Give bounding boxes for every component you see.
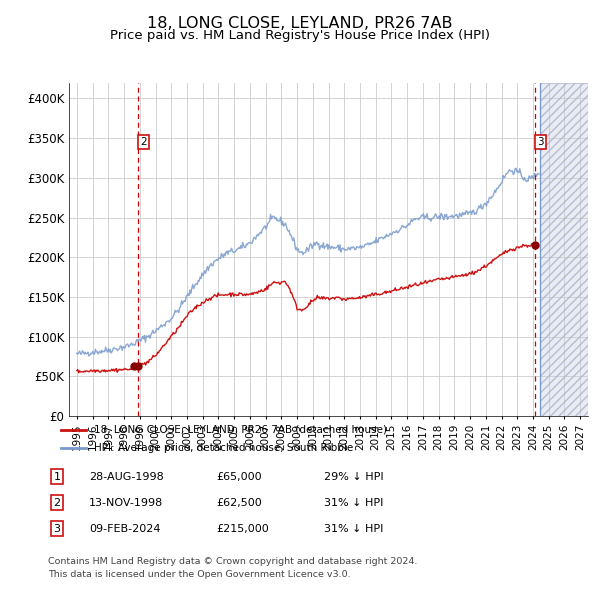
Text: 18, LONG CLOSE, LEYLAND, PR26 7AB (detached house): 18, LONG CLOSE, LEYLAND, PR26 7AB (detac… <box>94 425 386 435</box>
Text: Price paid vs. HM Land Registry's House Price Index (HPI): Price paid vs. HM Land Registry's House … <box>110 30 490 42</box>
Text: HPI: Average price, detached house, South Ribble: HPI: Average price, detached house, Sout… <box>94 443 353 453</box>
Text: £215,000: £215,000 <box>216 524 269 533</box>
Bar <box>539 83 588 416</box>
Text: £65,000: £65,000 <box>216 472 262 481</box>
Text: 2: 2 <box>53 498 61 507</box>
Text: This data is licensed under the Open Government Licence v3.0.: This data is licensed under the Open Gov… <box>48 571 350 579</box>
Bar <box>539 83 588 416</box>
Text: 1: 1 <box>53 472 61 481</box>
Text: 3: 3 <box>53 524 61 533</box>
Text: 31% ↓ HPI: 31% ↓ HPI <box>324 524 383 533</box>
Text: 09-FEB-2024: 09-FEB-2024 <box>89 524 160 533</box>
Text: 3: 3 <box>537 137 544 147</box>
Text: £62,500: £62,500 <box>216 498 262 507</box>
Text: Contains HM Land Registry data © Crown copyright and database right 2024.: Contains HM Land Registry data © Crown c… <box>48 558 418 566</box>
Text: 13-NOV-1998: 13-NOV-1998 <box>89 498 163 507</box>
Text: 2: 2 <box>140 137 147 147</box>
Text: 28-AUG-1998: 28-AUG-1998 <box>89 472 164 481</box>
Text: 29% ↓ HPI: 29% ↓ HPI <box>324 472 383 481</box>
Text: 18, LONG CLOSE, LEYLAND, PR26 7AB: 18, LONG CLOSE, LEYLAND, PR26 7AB <box>147 16 453 31</box>
Text: 31% ↓ HPI: 31% ↓ HPI <box>324 498 383 507</box>
